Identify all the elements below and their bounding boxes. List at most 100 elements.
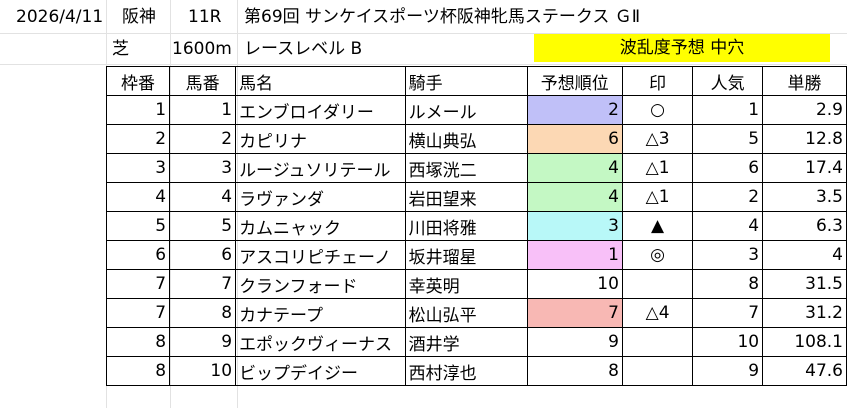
jockey-cell: ルメール — [404, 95, 528, 125]
horse-name-cell: カナテープ — [235, 298, 406, 328]
jockey-cell: 西塚洸二 — [404, 153, 528, 183]
race-name: 第69回 サンケイスポーツ杯阪神牝馬ステークス ＧⅡ — [244, 7, 641, 27]
umaban-cell: 10 — [169, 356, 237, 386]
popularity-cell: 4 — [692, 211, 764, 241]
win-odds-cell: 31.2 — [762, 298, 847, 328]
jockey-cell: 川田将雅 — [404, 211, 528, 241]
mark-cell: △1 — [621, 153, 694, 183]
table-row: 1 1 エンブロイダリー ルメール 2 ○ 1 2.9 — [105, 95, 847, 125]
popularity-cell: 2 — [692, 182, 764, 212]
umaban-cell: 6 — [169, 240, 237, 270]
umaban-cell: 1 — [169, 95, 237, 125]
horse-name-cell: エポックヴィーナス — [235, 327, 406, 357]
horse-name-cell: ルージュソリテール — [235, 153, 406, 183]
win-odds-cell: 12.8 — [762, 124, 847, 154]
table-row: 8 9 エポックヴィーナス 酒井学 9 10 108.1 — [105, 327, 847, 357]
umaban-cell: 5 — [169, 211, 237, 241]
mark-cell — [621, 269, 694, 299]
umaban-cell: 4 — [169, 182, 237, 212]
popularity-cell: 8 — [692, 269, 764, 299]
umaban-cell: 8 — [169, 298, 237, 328]
mark-cell — [621, 327, 694, 357]
win-odds-cell: 47.6 — [762, 356, 847, 386]
popularity-cell: 10 — [692, 327, 764, 357]
table-row: 3 3 ルージュソリテール 西塚洸二 4 △1 6 17.4 — [105, 153, 847, 183]
waku-cell: 1 — [105, 95, 171, 125]
jockey-cell: 岩田望来 — [404, 182, 528, 212]
umaban-cell: 7 — [169, 269, 237, 299]
win-odds-cell: 2.9 — [762, 95, 847, 125]
race-level: レースレベル B — [244, 39, 363, 59]
popularity-cell: 6 — [692, 153, 764, 183]
waku-cell: 4 — [105, 182, 171, 212]
horse-name-cell: クランフォード — [235, 269, 406, 299]
predicted-rank-cell: 4 — [526, 153, 623, 183]
col-umaban-header: 馬番 — [169, 66, 237, 96]
win-odds-cell: 3.5 — [762, 182, 847, 212]
table-row: 8 10 ビップデイジー 西村淳也 8 9 47.6 — [105, 356, 847, 386]
umaban-cell: 9 — [169, 327, 237, 357]
horse-name-cell: カムニャック — [235, 211, 406, 241]
race-venue: 阪神 — [122, 7, 156, 27]
predicted-rank-cell: 9 — [526, 327, 623, 357]
mark-cell: △1 — [621, 182, 694, 212]
race-surface: 芝 — [112, 39, 129, 59]
win-odds-cell: 17.4 — [762, 153, 847, 183]
mark-cell: △4 — [621, 298, 694, 328]
waku-cell: 3 — [105, 153, 171, 183]
table-row: 5 5 カムニャック 川田将雅 3 ▲ 4 6.3 — [105, 211, 847, 241]
horse-name-cell: ラヴァンダ — [235, 182, 406, 212]
mark-cell: △3 — [621, 124, 694, 154]
forecast-banner: 波乱度予想 中穴 — [534, 34, 830, 62]
mark-cell: ▲ — [621, 211, 694, 241]
jockey-cell: 横山典弘 — [404, 124, 528, 154]
table-row: 2 2 カピリナ 横山典弘 6 △3 5 12.8 — [105, 124, 847, 154]
horse-name-cell: カピリナ — [235, 124, 406, 154]
waku-cell: 8 — [105, 327, 171, 357]
win-odds-cell: 108.1 — [762, 327, 847, 357]
jockey-cell: 酒井学 — [404, 327, 528, 357]
jockey-cell: 坂井瑠星 — [404, 240, 528, 270]
predicted-rank-cell: 4 — [526, 182, 623, 212]
jockey-cell: 幸英明 — [404, 269, 528, 299]
table-row: 4 4 ラヴァンダ 岩田望来 4 △1 2 3.5 — [105, 182, 847, 212]
waku-cell: 8 — [105, 356, 171, 386]
win-odds-cell: 31.5 — [762, 269, 847, 299]
race-table: 枠番 馬番 馬名 騎手 予想順位印人気 単勝 1 1 エンブロイダリー ルメール 2 ○ 1 2.9 2 2… — [105, 66, 847, 386]
waku-cell: 6 — [105, 240, 171, 270]
predicted-rank-cell: 1 — [526, 240, 623, 270]
col-jockey-header: 騎手 — [404, 66, 528, 96]
race-distance: 1600m — [172, 39, 232, 59]
gridline — [0, 33, 847, 34]
col-horse-header: 馬名 — [235, 66, 406, 96]
waku-cell: 7 — [105, 269, 171, 299]
popularity-cell: 9 — [692, 356, 764, 386]
waku-cell: 7 — [105, 298, 171, 328]
predicted-rank-cell: 6 — [526, 124, 623, 154]
table-header-row: 枠番 馬番 馬名 騎手 予想順位印人気 単勝 — [105, 66, 847, 96]
horse-name-cell: ビップデイジー — [235, 356, 406, 386]
popularity-cell: 7 — [692, 298, 764, 328]
col-waku-header: 枠番 — [105, 66, 171, 96]
win-odds-cell: 6.3 — [762, 211, 847, 241]
mark-cell — [621, 356, 694, 386]
predicted-rank-cell: 10 — [526, 269, 623, 299]
horse-name-cell: エンブロイダリー — [235, 95, 406, 125]
mark-cell: ◎ — [621, 240, 694, 270]
umaban-cell: 3 — [169, 153, 237, 183]
horse-name-cell: アスコリピチェーノ — [235, 240, 406, 270]
waku-cell: 2 — [105, 124, 171, 154]
jockey-cell: 西村淳也 — [404, 356, 528, 386]
waku-cell: 5 — [105, 211, 171, 241]
umaban-cell: 2 — [169, 124, 237, 154]
predicted-rank-cell: 8 — [526, 356, 623, 386]
race-date: 2026/4/11 — [16, 7, 104, 27]
table-row: 7 7 クランフォード 幸英明 10 8 31.5 — [105, 269, 847, 299]
table-row: 7 8 カナテープ 松山弘平 7 △4 7 31.2 — [105, 298, 847, 328]
col-mark-header: 印 — [621, 66, 694, 96]
col-rank-header: 予想順位 — [526, 66, 623, 96]
mark-cell: ○ — [621, 95, 694, 125]
table-row: 6 6 アスコリピチェーノ 坂井瑠星 1 ◎ 3 4 — [105, 240, 847, 270]
col-popularity-header: 人気 — [692, 66, 764, 96]
